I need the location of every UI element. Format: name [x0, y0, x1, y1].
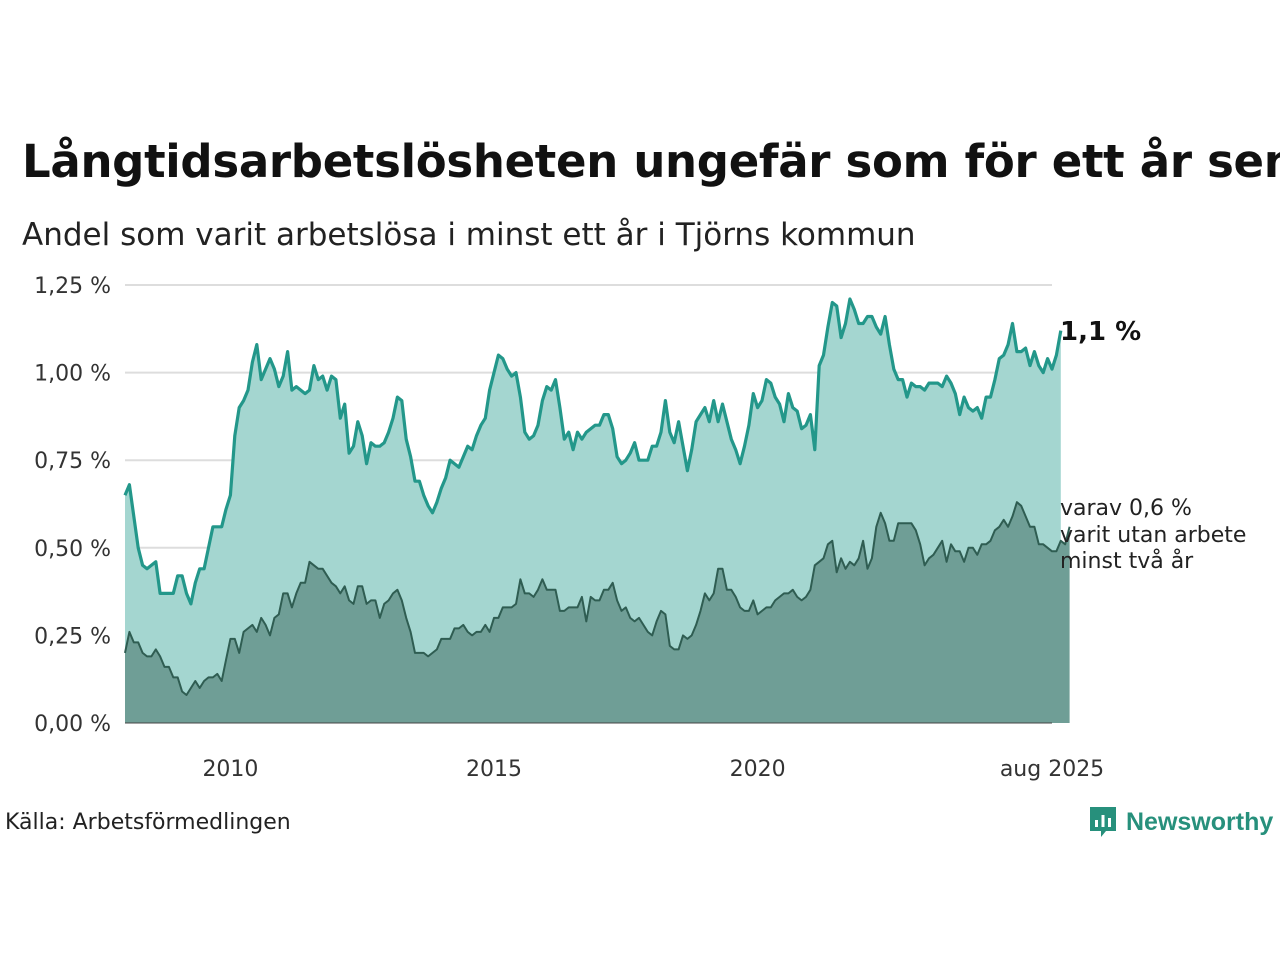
note-line-1: varav 0,6 % — [1060, 496, 1192, 521]
newsworthy-logo: Newsworthy — [1088, 805, 1273, 839]
newsworthy-logo-icon — [1090, 807, 1116, 837]
series-sub-line — [124, 501, 1071, 696]
y-tick-label: 1,25 % — [34, 274, 111, 299]
x-tick-label: 2015 — [466, 757, 522, 782]
logo-text: Newsworthy — [1126, 807, 1274, 836]
series-main-line — [123, 297, 1063, 606]
end-value-label: 1,1 % — [1060, 317, 1141, 347]
y-tick-label: 1,00 % — [34, 362, 111, 387]
y-tick-label: 0,00 % — [34, 712, 111, 737]
x-tick-label: 2020 — [730, 757, 786, 782]
y-tick-label: 0,75 % — [34, 449, 111, 474]
x-axis-ticks: 2010 2015 2020 aug 2025 — [202, 757, 1104, 782]
x-tick-label: aug 2025 — [1000, 757, 1104, 782]
note-line-3: minst två år — [1060, 548, 1194, 574]
y-axis-ticks: 0,00 % 0,25 % 0,50 % 0,75 % 1,00 % 1,25 % — [34, 274, 111, 737]
chart-title: Långtidsarbetslösheten ungefär som för e… — [22, 135, 1280, 188]
source-note: Källa: Arbetsförmedlingen — [5, 810, 291, 835]
x-tick-label: 2010 — [202, 757, 258, 782]
y-tick-label: 0,50 % — [34, 537, 111, 562]
note-line-2: varit utan arbete — [1060, 523, 1246, 548]
series-sub-area — [125, 502, 1070, 723]
chart-subtitle: Andel som varit arbetslösa i minst ett å… — [22, 217, 916, 253]
y-tick-label: 0,25 % — [34, 624, 111, 649]
